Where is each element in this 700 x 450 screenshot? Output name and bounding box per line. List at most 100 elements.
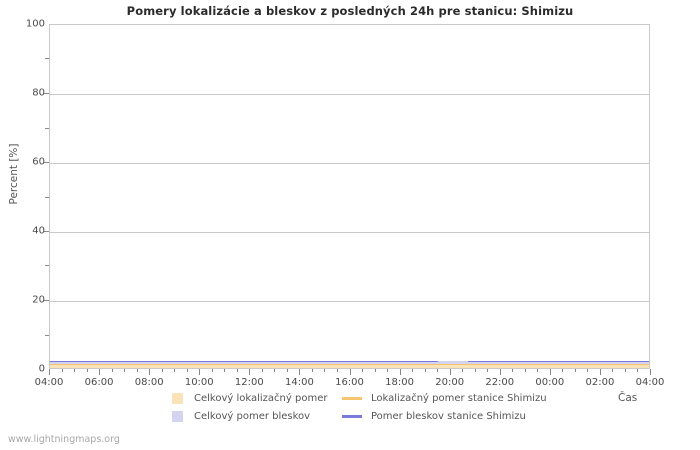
y-axis-tick-label: 100 (25, 18, 45, 30)
x-axis-minor-tick (387, 369, 388, 372)
y-axis-major-tick (44, 93, 49, 94)
x-axis-tick-label: 20:00 (435, 377, 465, 388)
watermark: www.lightningmaps.org (8, 434, 120, 445)
x-axis-major-tick (650, 369, 651, 375)
line-station-lightning-ratio (50, 361, 649, 362)
x-axis-minor-tick (412, 369, 413, 372)
x-axis-major-tick (49, 369, 50, 375)
legend-label: Lokalizačný pomer stanice Shimizu (371, 392, 547, 404)
y-axis-minor-tick (45, 265, 49, 266)
x-axis-minor-tick (562, 369, 563, 372)
x-axis-minor-tick (62, 369, 63, 372)
x-axis-major-tick (199, 369, 200, 375)
gridline (50, 94, 649, 95)
x-axis-minor-tick (262, 369, 263, 372)
x-axis-minor-tick (212, 369, 213, 372)
x-axis-minor-tick (612, 369, 613, 372)
legend-total-location-ratio[interactable]: Celkový lokalizačný pomer (172, 392, 342, 404)
x-axis-minor-tick (362, 369, 363, 372)
x-axis-minor-tick (375, 369, 376, 372)
y-axis-tick-label: 20 (32, 294, 45, 306)
y-axis-major-tick (44, 162, 49, 163)
y-axis-tick-label: 0 (38, 363, 45, 375)
area-total-lightning-ratio-peak (438, 361, 468, 362)
x-axis-minor-tick (274, 369, 275, 372)
legend-label: Celkový pomer bleskov (194, 410, 311, 422)
x-axis-major-tick (149, 369, 150, 375)
x-axis-minor-tick (437, 369, 438, 372)
x-axis-minor-tick (487, 369, 488, 372)
x-axis-tick-label: 04:00 (34, 377, 64, 388)
x-axis-minor-tick (512, 369, 513, 372)
x-axis-major-tick (550, 369, 551, 375)
x-axis-tick-label: 10:00 (184, 377, 214, 388)
legend-swatch-box-icon (172, 410, 183, 422)
x-axis-minor-tick (187, 369, 188, 372)
x-axis-minor-tick (237, 369, 238, 372)
y-axis-minor-tick (45, 335, 49, 336)
gridline (50, 301, 649, 302)
line-station-location-ratio (50, 364, 649, 365)
y-axis-major-tick (44, 300, 49, 301)
x-axis-minor-tick (337, 369, 338, 372)
x-axis-major-tick (99, 369, 100, 375)
x-axis-minor-tick (575, 369, 576, 372)
y-axis-tick-label: 40 (32, 225, 45, 237)
gridline (50, 232, 649, 233)
x-axis-tick-label: 16:00 (335, 377, 364, 388)
legend-swatch-line-icon (342, 396, 362, 400)
x-axis-minor-tick (475, 369, 476, 372)
x-axis-tick-label: 08:00 (134, 377, 164, 388)
x-axis-minor-tick (174, 369, 175, 372)
area-total-location-ratio (50, 365, 649, 368)
x-axis-minor-tick (525, 369, 526, 372)
x-axis-minor-tick (625, 369, 626, 372)
legend-row: Celkový lokalizačný pomer Lokalizačný pom… (172, 389, 602, 407)
x-axis-minor-tick (137, 369, 138, 372)
y-axis-label: Percent [%] (8, 143, 20, 205)
y-axis-minor-tick (45, 58, 49, 59)
gridline (50, 163, 649, 164)
legend-swatch-box-icon (172, 392, 183, 404)
y-axis-minor-tick (45, 128, 49, 129)
chart-legend: Celkový lokalizačný pomer Lokalizačný pom… (172, 389, 602, 425)
legend-row: Celkový pomer bleskov Pomer bleskov stani… (172, 407, 602, 425)
x-axis-minor-tick (162, 369, 163, 372)
x-axis-minor-tick (637, 369, 638, 372)
x-axis-tick-label: 06:00 (84, 377, 114, 388)
y-axis-minor-tick (45, 197, 49, 198)
x-axis-minor-tick (112, 369, 113, 372)
x-axis-major-tick (400, 369, 401, 375)
x-axis-major-tick (249, 369, 250, 375)
x-axis-tick-label: 22:00 (485, 377, 515, 388)
legend-station-location-ratio[interactable]: Lokalizačný pomer stanice Shimizu (342, 393, 547, 404)
x-axis-minor-tick (324, 369, 325, 372)
x-axis-tick-label: 18:00 (385, 377, 414, 388)
x-axis-major-tick (600, 369, 601, 375)
x-axis-tick-label: 02:00 (585, 377, 615, 388)
legend-total-lightning-ratio[interactable]: Celkový pomer bleskov (172, 410, 342, 422)
x-axis-tick-label: 12:00 (234, 377, 264, 388)
x-axis-minor-tick (224, 369, 225, 372)
legend-label: Pomer bleskov stanice Shimizu (371, 410, 526, 422)
x-axis-minor-tick (74, 369, 75, 372)
y-axis-tick-labels: 0 20 40 60 80 100 (0, 19, 45, 375)
y-axis-tick-label: 80 (32, 87, 45, 99)
x-axis-label: Čas (618, 392, 638, 404)
x-axis-major-tick (450, 369, 451, 375)
x-axis-tick-label: 00:00 (535, 377, 565, 388)
x-axis-minor-tick (425, 369, 426, 372)
x-axis-minor-tick (312, 369, 313, 372)
x-axis-tick-label: 04:00 (635, 377, 665, 388)
x-axis-minor-tick (462, 369, 463, 372)
x-axis-major-tick (350, 369, 351, 375)
plot-area (49, 24, 650, 369)
x-axis-minor-tick (537, 369, 538, 372)
page-title: Pomery lokalizácie a bleskov z poslednýc… (126, 4, 574, 18)
x-axis-minor-tick (287, 369, 288, 372)
legend-station-lightning-ratio[interactable]: Pomer bleskov stanice Shimizu (342, 411, 526, 422)
x-axis-tick-label: 14:00 (284, 377, 314, 388)
x-axis-minor-tick (124, 369, 125, 372)
y-axis-major-tick (44, 231, 49, 232)
legend-label: Celkový lokalizačný pomer (194, 392, 328, 404)
